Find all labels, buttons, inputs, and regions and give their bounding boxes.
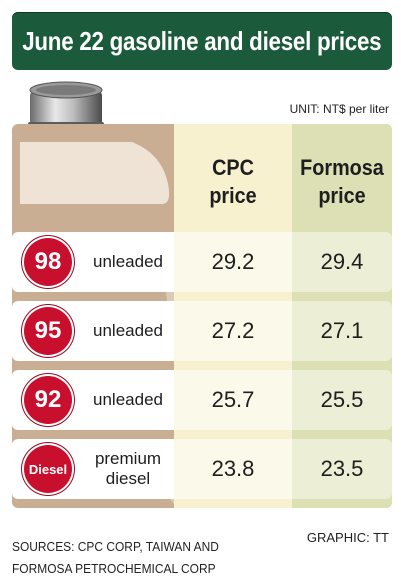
table-row: 98 unleaded 29.2 29.4 [12, 232, 392, 292]
cpc-price: 27.2 [211, 318, 255, 343]
page-title: June 22 gasoline and diesel prices [22, 25, 382, 56]
row-formosa-cell [292, 301, 392, 361]
graphic-credit: GRAPHIC: TT [306, 530, 389, 545]
row-formosa-cell [292, 439, 392, 499]
sources-note: SOURCES: CPC CORP, TAIWAN AND FORMOSA PE… [12, 539, 219, 576]
row-cpc-cell [174, 439, 292, 499]
cpc-price: 23.8 [211, 456, 255, 481]
cpc-price: 29.2 [211, 249, 255, 274]
fuel-grade-badge: 98 [24, 238, 72, 286]
formosa-price: 29.4 [320, 249, 364, 274]
table-row: 92 unleaded 25.7 25.5 [12, 370, 392, 430]
column-header-formosa: Formosa price [300, 155, 384, 208]
formosa-price: 25.5 [320, 387, 364, 412]
fuel-grade-badge: 92 [24, 376, 72, 424]
unit-label: UNIT: NT$ per liter [289, 102, 389, 116]
formosa-column-bg [292, 124, 392, 508]
price-table: CPC price Formosa price 98 unleaded 29.2… [12, 124, 392, 508]
cpc-price: 25.7 [211, 387, 255, 412]
table-row: 95 unleaded 27.2 27.1 [12, 301, 392, 361]
row-formosa-cell [292, 232, 392, 292]
row-cpc-cell [174, 301, 292, 361]
row-cpc-cell [174, 370, 292, 430]
fuel-grade-badge: Diesel [24, 445, 72, 493]
row-cpc-cell [174, 232, 292, 292]
column-header-cpc: CPC price [209, 155, 257, 208]
fuel-grade-label: unleaded [93, 321, 163, 340]
formosa-price: 27.1 [320, 318, 364, 343]
table-row: Diesel premium diesel 23.8 23.5 [12, 439, 392, 499]
fuel-grade-label: premium diesel [94, 449, 162, 488]
title-banner: June 22 gasoline and diesel prices [12, 12, 392, 70]
fuel-grade-label: unleaded [93, 252, 163, 271]
row-formosa-cell [292, 370, 392, 430]
fuel-grade-label: unleaded [93, 390, 163, 409]
formosa-price: 23.5 [320, 456, 364, 481]
fuel-grade-badge: 95 [24, 307, 72, 355]
